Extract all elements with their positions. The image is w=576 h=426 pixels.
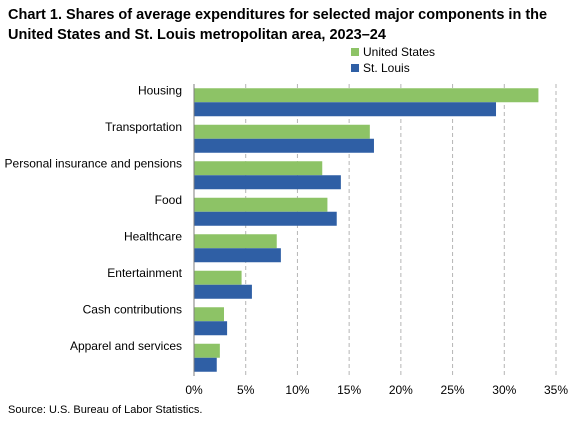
bar-st-louis — [194, 321, 228, 336]
category-label: Healthcare — [124, 229, 182, 243]
category-label: Transportation — [105, 120, 182, 134]
category-label: Personal insurance and pensions — [5, 156, 182, 170]
bar-united-states — [194, 270, 242, 285]
bars — [194, 88, 539, 372]
x-tick-label: 5% — [237, 383, 255, 397]
bar-united-states — [194, 234, 277, 249]
bar-st-louis — [194, 211, 337, 226]
category-label: Food — [155, 193, 182, 207]
category-label: Entertainment — [107, 266, 182, 280]
x-tick-label: 15% — [337, 383, 361, 397]
bar-st-louis — [194, 248, 281, 263]
legend-swatch — [351, 48, 359, 56]
bar-united-states — [194, 307, 224, 322]
legend: United States St. Louis — [351, 45, 435, 75]
x-tick-label: 10% — [285, 383, 309, 397]
source-note: Source: U.S. Bureau of Labor Statistics. — [8, 404, 203, 416]
bar-united-states — [194, 88, 539, 103]
bar-st-louis — [194, 357, 217, 372]
bar-st-louis — [194, 138, 374, 153]
x-tick-label: 30% — [492, 383, 516, 397]
category-label: Apparel and services — [70, 339, 182, 353]
chart-title: Chart 1. Shares of average expenditures … — [8, 7, 548, 43]
category-label: Cash contributions — [83, 302, 182, 316]
bar-st-louis — [194, 102, 497, 117]
axes: 0% 5% 10% 15% 20% 25% 30% 35% Housing Transportat… — [5, 83, 569, 397]
legend-swatch — [351, 64, 359, 72]
bar-united-states — [194, 161, 323, 176]
bar-united-states — [194, 124, 370, 139]
x-tick-label: 0% — [185, 383, 203, 397]
legend-label: St. Louis — [363, 61, 410, 75]
bar-united-states — [194, 197, 328, 212]
bar-united-states — [194, 343, 220, 358]
x-tick-label: 25% — [441, 383, 465, 397]
bar-st-louis — [194, 175, 341, 190]
x-tick-label: 20% — [389, 383, 413, 397]
category-label: Housing — [138, 83, 182, 97]
x-tick-label: 35% — [544, 383, 568, 397]
legend-label: United States — [363, 45, 435, 59]
bar-st-louis — [194, 284, 252, 299]
